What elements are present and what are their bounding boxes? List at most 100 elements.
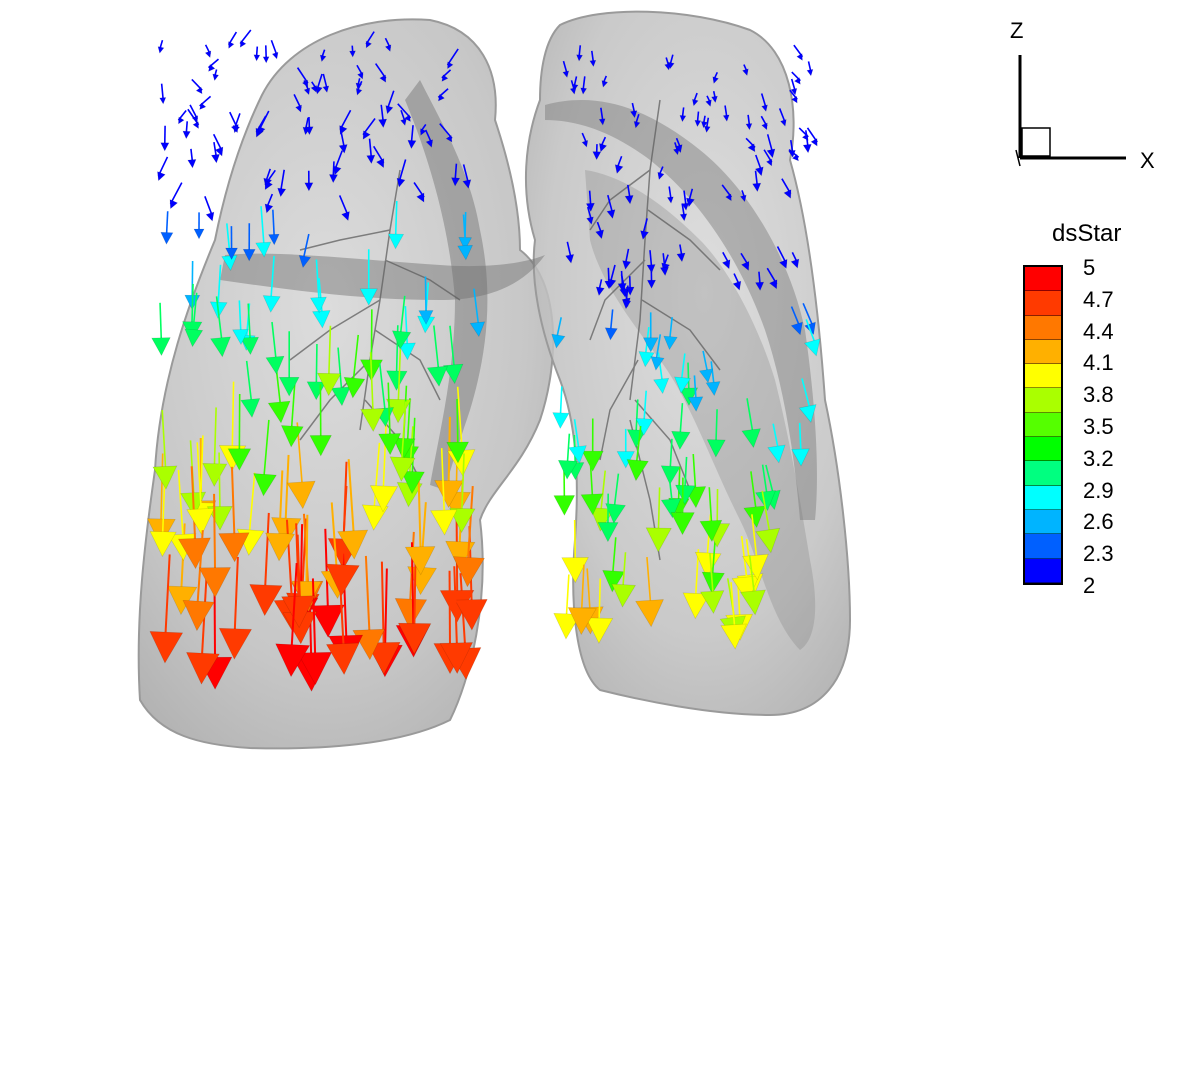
vector-arrow-head: [268, 233, 280, 246]
vector-arrow-head: [280, 425, 304, 448]
vector-arrow-head: [598, 118, 606, 126]
vector-arrow-head: [214, 146, 224, 157]
vector-arrow-head: [585, 617, 614, 644]
vector-arrow-head: [437, 93, 445, 102]
vector-arrow-head: [389, 456, 416, 482]
vector-arrow-head: [157, 46, 165, 54]
vector-arrow-head: [281, 595, 316, 629]
legend-color-band: [1025, 461, 1061, 486]
vector-arrow-shaft: [334, 150, 343, 171]
vector-arrow-head: [328, 174, 339, 184]
vector-arrow-shaft: [397, 103, 412, 119]
vector-arrow-head: [646, 264, 656, 274]
vector-arrow-head: [553, 495, 576, 516]
vector-arrow-head: [309, 435, 332, 457]
vector-arrow-head: [298, 254, 312, 269]
vector-arrow-head: [732, 280, 742, 291]
vector-arrow-shaft: [230, 466, 236, 545]
vector-arrow-head: [271, 51, 279, 60]
vector-arrow-shaft: [290, 563, 298, 658]
vector-arrow-head: [741, 68, 749, 77]
vector-arrow-shaft: [400, 401, 407, 467]
vector-arrow-head: [341, 211, 350, 222]
vector-arrow-head: [240, 398, 261, 419]
vector-arrow-head: [339, 125, 348, 136]
vector-arrow-shaft: [386, 90, 395, 110]
vector-arrow-head: [325, 642, 360, 676]
legend-color-band: [1025, 364, 1061, 389]
vector-arrow-head: [185, 652, 220, 685]
vector-arrow-shaft: [272, 209, 276, 239]
vector-arrow-head: [798, 404, 817, 424]
vector-arrow-head: [606, 209, 616, 220]
vector-arrow-head: [366, 154, 376, 165]
vector-arrow-head: [721, 259, 731, 270]
vector-arrow-shaft: [449, 325, 456, 373]
vector-arrow-head: [657, 171, 665, 181]
vector-arrow-shaft: [190, 466, 197, 551]
vector-arrow-head: [650, 356, 665, 371]
vector-arrow-head: [416, 192, 425, 203]
vector-arrow-head: [198, 567, 232, 598]
vector-arrow-shaft: [271, 321, 278, 364]
vector-arrow-shaft: [456, 398, 459, 451]
legend-tick-label: 2.6: [1083, 509, 1114, 535]
vector-arrow-shaft: [305, 514, 309, 593]
vector-arrow-head: [311, 310, 331, 329]
vector-arrow-head: [199, 102, 207, 111]
vector-arrow-head: [218, 532, 250, 563]
vector-arrow-head: [396, 177, 406, 188]
vector-arrow-head: [626, 429, 647, 449]
vector-arrow-shaft: [338, 195, 349, 216]
vector-arrow-shaft: [315, 259, 321, 304]
vector-arrow-shaft: [446, 48, 459, 66]
vector-arrow-shaft: [398, 159, 407, 183]
vector-arrow-head: [580, 87, 588, 95]
vector-arrow-head: [338, 144, 348, 154]
vector-arrow-head: [653, 377, 670, 395]
vector-arrow-head: [581, 139, 589, 148]
vector-arrow-head: [611, 583, 636, 608]
legend-color-band: [1025, 485, 1061, 510]
vector-arrow-shaft: [372, 442, 381, 516]
vector-arrows: [146, 29, 821, 692]
vector-arrow-head: [633, 120, 641, 129]
vector-arrow-shaft: [387, 382, 391, 443]
vector-arrow-shaft: [279, 169, 285, 192]
vector-arrow-head: [685, 197, 695, 208]
vector-arrow-head: [699, 590, 725, 615]
legend-color-band: [1025, 315, 1061, 340]
vector-arrow-head: [552, 412, 570, 430]
vector-arrow-head: [439, 642, 474, 675]
vector-arrow-head: [595, 229, 605, 240]
vector-arrow-head: [701, 571, 725, 595]
vector-arrow-head: [322, 85, 330, 93]
vector-arrow-head: [768, 279, 778, 290]
vector-arrow-head: [232, 328, 249, 346]
vector-arrow-head: [810, 138, 818, 147]
y-axis-tick: [1015, 149, 1021, 167]
vector-arrow-head: [626, 459, 649, 482]
vector-arrow-shaft: [191, 283, 194, 330]
vector-arrow-head: [446, 441, 470, 464]
vector-arrow-shaft: [262, 419, 270, 483]
vector-arrow-head: [675, 484, 696, 505]
legend-color-band: [1025, 558, 1061, 583]
vector-arrow-head: [706, 439, 726, 458]
color-legend-bar: [1023, 265, 1063, 585]
vector-arrow-head: [614, 164, 624, 175]
vector-arrow-head: [400, 470, 425, 495]
vector-arrow-head: [264, 203, 274, 214]
x-axis-label: X: [1140, 148, 1155, 173]
vector-arrow-shaft: [295, 523, 301, 609]
vector-arrow-head: [598, 142, 608, 153]
vector-arrow-head: [378, 433, 402, 456]
legend-title: dsStar: [1052, 220, 1122, 247]
vector-arrow-head: [666, 196, 674, 204]
legend-tick-label: 2: [1083, 573, 1096, 598]
vector-arrow-head: [337, 529, 369, 560]
vector-arrow-head: [740, 260, 750, 271]
vector-arrow-shaft: [369, 352, 375, 418]
vector-arrow-head: [720, 623, 747, 650]
